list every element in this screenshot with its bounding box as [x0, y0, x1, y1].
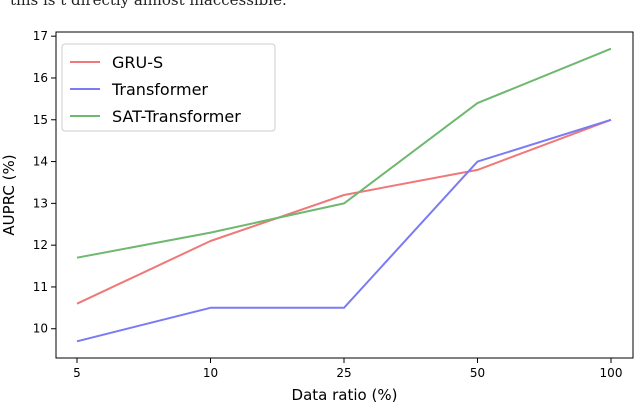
legend-label-gru-s: GRU-S — [112, 53, 163, 72]
y-tick-label: 12 — [33, 238, 48, 252]
legend-box — [61, 43, 276, 132]
x-axis-label: Data ratio (%) — [292, 386, 398, 404]
x-tick-label: 25 — [336, 366, 351, 380]
y-tick-label: 17 — [33, 29, 48, 43]
legend-label-transformer: Transformer — [111, 80, 208, 99]
x-tick-label: 5 — [73, 366, 81, 380]
legend: GRU-S Transformer SAT-Transformer — [61, 43, 276, 132]
series-lines — [76, 47, 612, 343]
y-tick-label: 15 — [33, 113, 48, 127]
y-tick-label: 16 — [33, 71, 48, 85]
series-line-gru-s — [76, 118, 612, 305]
caption-fragment: this is t directly almost inaccessible. — [10, 0, 287, 9]
x-tick-label: 10 — [203, 366, 218, 380]
y-tick-label: 14 — [33, 155, 48, 169]
y-tick-label: 10 — [33, 322, 48, 336]
y-axis-label: AUPRC (%) — [0, 154, 18, 235]
y-tick-label: 11 — [33, 280, 48, 294]
x-axis: 5 10 25 50 100 — [73, 358, 622, 380]
x-tick-label: 50 — [470, 366, 485, 380]
legend-label-sat-transformer: SAT-Transformer — [112, 107, 241, 126]
x-tick-label: 100 — [600, 366, 623, 380]
y-axis: 10 11 12 13 14 15 16 17 — [33, 29, 56, 336]
series-line-transformer — [76, 118, 612, 343]
y-tick-label: 13 — [33, 196, 48, 210]
series-line-sat-transformer — [76, 47, 612, 259]
